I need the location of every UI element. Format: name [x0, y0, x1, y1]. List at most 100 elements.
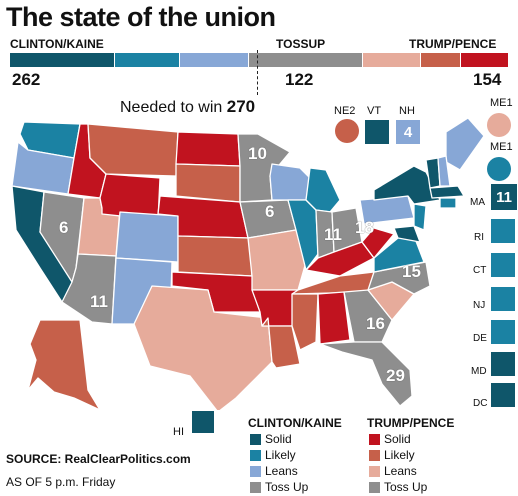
vt-marker	[365, 120, 389, 144]
legend-clinton-likely: Likely	[250, 448, 296, 462]
me1-clinton-label: ME1	[490, 141, 513, 153]
legend-label: Likely	[384, 448, 415, 462]
label-ca: 6	[59, 218, 69, 237]
me1-trump-label: ME1	[490, 97, 513, 109]
legend-trump-leans: Leans	[369, 464, 417, 478]
me1-trump-marker	[487, 113, 511, 137]
bar-trump-solid	[461, 53, 508, 67]
label-ga: 16	[366, 314, 385, 333]
state-me	[445, 117, 485, 171]
state-fl	[319, 341, 413, 407]
state-md	[393, 225, 421, 243]
legend-trump-likely: Likely	[369, 448, 415, 462]
vt-label: VT	[367, 105, 382, 117]
legend-label: Solid	[265, 432, 292, 446]
state-ga	[343, 289, 393, 343]
label-ia: 6	[265, 202, 275, 221]
legend-trump-solid: Solid	[369, 432, 411, 446]
source-note: SOURCE: RealClearPolitics.com	[6, 452, 191, 466]
ma-label: MA	[470, 197, 485, 208]
clinton-total: 262	[12, 70, 41, 89]
label-nc: 15	[402, 262, 421, 281]
legend-label: Likely	[265, 448, 296, 462]
state-ct	[439, 197, 457, 209]
label-fl: 29	[386, 366, 405, 385]
ri-label: RI	[474, 232, 484, 243]
ne2-marker	[335, 119, 359, 143]
swatch	[250, 449, 261, 461]
legend-clinton-solid: Solid	[250, 432, 292, 446]
nj-label: NJ	[473, 300, 486, 311]
state-mo	[247, 229, 307, 291]
de-label: DE	[473, 333, 487, 344]
legend-trump-tossup: Toss Up	[369, 480, 427, 494]
state-ks	[177, 235, 253, 277]
label-in: 11	[324, 225, 342, 244]
state-al	[317, 291, 351, 345]
clinton-bar-label: CLINTON/KAINE	[10, 37, 104, 51]
ma-marker: 11	[491, 184, 517, 210]
state-wy	[99, 173, 161, 221]
state-mt	[87, 123, 179, 177]
ri-marker	[491, 219, 515, 243]
trump-total: 154	[473, 70, 502, 89]
state-ny	[373, 165, 441, 205]
legend-trump-header: TRUMP/PENCE	[367, 416, 455, 430]
bar-clinton-likely	[115, 53, 179, 67]
state-nd	[175, 131, 241, 167]
state-wv	[361, 227, 395, 259]
state-wi	[269, 163, 311, 201]
legend-clinton-tossup: Toss Up	[250, 480, 308, 494]
state-ak	[27, 319, 101, 410]
md-label: MD	[471, 366, 487, 377]
legend-label: Leans	[265, 464, 298, 478]
bar-clinton-solid	[10, 53, 114, 67]
swatch	[250, 481, 261, 493]
page-title: The state of the union	[6, 2, 276, 32]
swatch	[369, 449, 380, 461]
nh-marker: 4	[396, 120, 420, 144]
ne2-label: NE2	[334, 105, 356, 117]
bar-trump-likely	[421, 53, 460, 67]
needed-text: Needed to win	[120, 99, 223, 116]
state-ma	[429, 185, 465, 199]
bar-tossup	[249, 53, 362, 67]
ma-votes: 11	[496, 188, 512, 206]
needed-value: 270	[226, 97, 256, 116]
hi-marker	[192, 411, 214, 433]
legend-label: Toss Up	[384, 480, 428, 494]
state-sd	[175, 163, 241, 203]
nh-label: NH	[399, 105, 415, 117]
ct-marker	[491, 253, 515, 277]
swatch	[369, 465, 380, 477]
nj-marker	[491, 287, 515, 311]
swatch	[250, 433, 261, 445]
us-map	[11, 117, 485, 410]
bar-trump-leans	[363, 53, 420, 67]
swatch	[250, 465, 261, 477]
state-va	[373, 235, 425, 273]
legend-label: Leans	[384, 464, 417, 478]
label-mn: 10	[248, 144, 267, 163]
state-co	[115, 211, 179, 263]
de-marker	[491, 320, 515, 344]
label-oh: 18	[355, 218, 374, 237]
ct-label: CT	[473, 265, 487, 276]
tossup-bar-label: TOSSUP	[276, 37, 326, 51]
hi-label: HI	[173, 426, 184, 438]
asof-note: AS OF 5 p.m. Friday	[6, 475, 116, 489]
me1-clinton-marker	[487, 157, 511, 181]
swatch	[369, 481, 380, 493]
trump-bar-label: TRUMP/PENCE	[409, 37, 497, 51]
dc-marker	[491, 383, 515, 407]
state-nc	[367, 261, 431, 295]
threshold-line	[257, 50, 258, 95]
dc-label: DC	[473, 398, 488, 409]
legend-clinton-header: CLINTON/KAINE	[248, 416, 342, 430]
state-ms	[291, 293, 319, 351]
state-mi	[305, 167, 341, 213]
bar-clinton-leans	[180, 53, 248, 67]
label-az: 11	[90, 292, 108, 311]
tossup-total: 122	[285, 70, 314, 89]
legend-label: Toss Up	[265, 480, 309, 494]
